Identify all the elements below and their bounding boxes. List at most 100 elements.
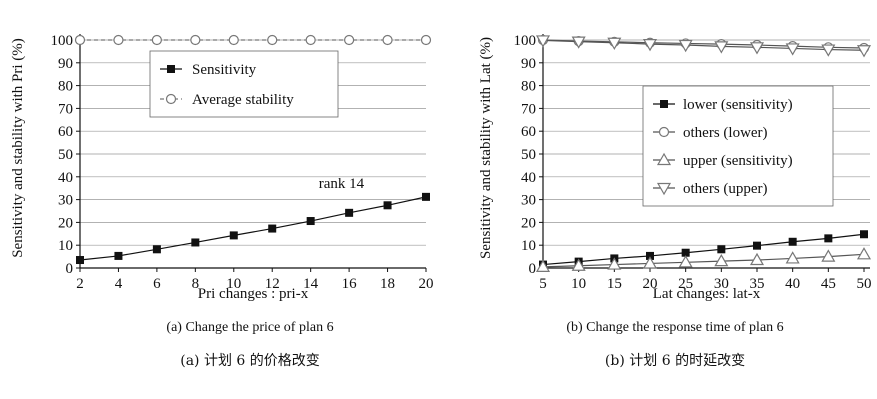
chart2-x-tick-label: 20	[643, 276, 658, 292]
chart2-y-tick-label: 70	[521, 101, 536, 117]
caption-b-cn: (b) 计划 6 的时延改变	[604, 353, 746, 369]
chart2-y-tick-label: 50	[521, 147, 536, 163]
chart1-annotation: rank 14	[319, 176, 365, 192]
chart1-legend-label: Sensitivity	[192, 62, 257, 78]
chart1-y-axis-title: Sensitivity and stability with Pri (%)	[10, 38, 26, 258]
chart2-data-point	[821, 44, 836, 57]
chart1-data-point	[345, 208, 354, 217]
chart2-data-point	[642, 39, 658, 52]
chart2-data-point	[860, 230, 868, 239]
chart2-data-point	[785, 251, 800, 264]
chart1-data-point	[114, 251, 123, 260]
chart2-y-tick-label: 60	[521, 124, 536, 140]
chart1-x-tick-label: 4	[115, 276, 123, 292]
chart2-data-point	[607, 37, 622, 50]
chart2-legend-box	[642, 85, 834, 207]
chart2-data-point	[646, 251, 654, 260]
chart1-data-point	[151, 34, 162, 46]
chart1-data-point	[420, 34, 432, 46]
chart1-data-point	[422, 192, 430, 201]
chart2-data-point	[535, 259, 551, 272]
chart1-x-tick-label: 18	[380, 276, 395, 292]
chart1-x-tick-label: 10	[226, 276, 241, 292]
chart2-data-point	[678, 39, 693, 53]
chart1-x-tick-label: 20	[419, 276, 434, 292]
chart1-data-point	[344, 34, 355, 46]
chart1-data-point	[74, 34, 86, 46]
chart2-legend-label: others (upper)	[683, 181, 768, 197]
chart1-data-point	[76, 256, 84, 265]
chart1-data-point	[190, 34, 201, 46]
chart2-x-tick-label: 5	[539, 276, 547, 292]
chart2-x-tick-label: 30	[714, 276, 729, 292]
chart1-y-tick-label: 30	[58, 193, 73, 209]
chart2-y-axis-title: Sensitivity and stability with Lat (%)	[478, 37, 494, 259]
chart1-data-point	[229, 231, 238, 240]
chart1-y-tick-label: 10	[58, 238, 73, 254]
chart2-x-tick-label: 40	[785, 276, 800, 292]
chart1-x-tick-label: 8	[192, 276, 200, 292]
chart2-x-tick-label: 15	[607, 276, 622, 292]
chart1-x-tick-label: 6	[153, 276, 161, 292]
chart1-y-tick-label: 70	[58, 101, 73, 117]
chart2-data-point	[749, 42, 765, 55]
chart2-x-tick-label: 50	[857, 276, 872, 292]
chart2-data-point	[856, 45, 872, 58]
chart2-data-point	[571, 258, 586, 271]
chart2-x-tick-label: 25	[678, 276, 693, 292]
chart2-data-point	[607, 257, 622, 270]
chart2-legend-label: upper (sensitivity)	[683, 153, 793, 169]
chart2-data-point	[678, 255, 693, 268]
chart1-data-point	[383, 201, 392, 210]
chart2-data-point	[856, 247, 872, 260]
chart1-data-point	[306, 217, 315, 226]
chart2-y-tick-label: 30	[521, 193, 536, 209]
chart1-x-tick-label: 14	[303, 276, 319, 292]
chart2-data-point	[785, 43, 800, 56]
chart1-data-point	[268, 224, 277, 233]
chart2-x-tick-label: 45	[821, 276, 836, 292]
chart1-y-tick-label: 50	[58, 147, 73, 163]
chart2-data-point	[788, 237, 797, 246]
chart1-y-tick-label: 40	[58, 170, 73, 186]
chart1-y-tick-label: 60	[58, 124, 73, 140]
caption-a: (a) Change the price of plan 6	[166, 320, 334, 335]
chart2-x-tick-label: 35	[750, 276, 765, 292]
chart2-legend-marker	[656, 152, 672, 166]
chart2-legend-marker	[658, 126, 670, 138]
chart2-data-point	[753, 241, 761, 250]
chart1-y-tick-label: 20	[58, 215, 73, 231]
chart2-x-axis-title: Lat changes: lat-x	[653, 286, 761, 302]
chart1-x-tick-label: 12	[265, 276, 280, 292]
chart2-legend-label: lower (sensitivity)	[683, 97, 793, 113]
chart1-legend-marker	[167, 65, 175, 73]
chart2-y-tick-label: 100	[514, 33, 537, 49]
chart2-y-tick-label: 0	[529, 261, 537, 277]
chart1-data-point	[191, 238, 200, 247]
chart2-series-line	[542, 233, 865, 266]
chart2-series-line	[542, 39, 865, 49]
chart2-legend-label: others (lower)	[683, 125, 768, 141]
chart2-data-point	[681, 248, 690, 257]
chart1-y-tick-label: 0	[66, 261, 74, 277]
chart1-legend-marker	[165, 93, 177, 105]
chart2-data-point	[824, 234, 833, 243]
chart1-legend-label: Average stability	[192, 92, 294, 108]
caption-a-cn: (a) 计划 6 的价格改变	[180, 353, 320, 369]
chart2-data-point	[535, 35, 551, 48]
chart2-x-tick-label: 10	[571, 276, 586, 292]
chart2-data-point	[642, 256, 658, 269]
chart1-data-point	[267, 34, 278, 46]
chart2-data-point	[571, 36, 586, 49]
chart1-data-point	[152, 245, 161, 254]
chart2-data-point	[821, 249, 836, 262]
caption-b: (b) Change the response time of plan 6	[566, 320, 784, 335]
chart2-data-point	[749, 252, 765, 266]
chart1-data-point	[228, 34, 239, 46]
chart1-x-tick-label: 16	[342, 276, 358, 292]
chart1-series-line	[79, 196, 427, 261]
chart2-y-tick-label: 20	[521, 215, 536, 231]
chart1-x-axis-title: Pri changes : pri-x	[198, 286, 309, 302]
chart2-legend-marker	[656, 182, 672, 196]
